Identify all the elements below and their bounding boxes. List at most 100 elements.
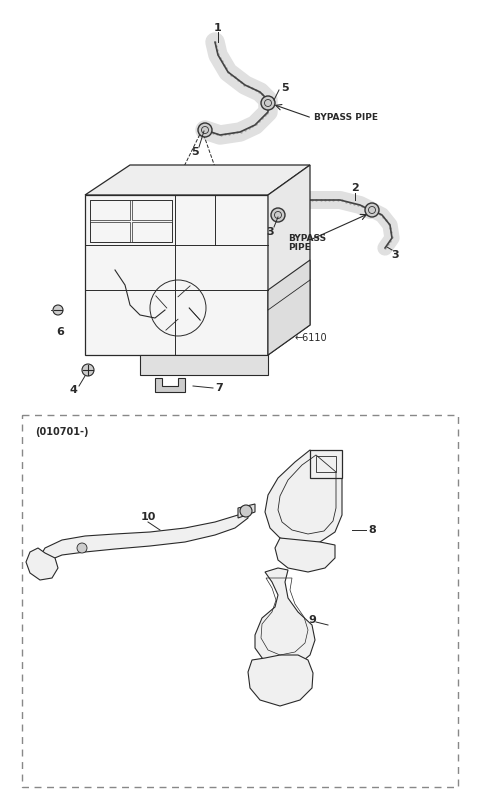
- Point: [384, 238, 391, 251]
- Circle shape: [53, 305, 63, 315]
- Point: [234, 73, 242, 86]
- Point: [296, 196, 303, 209]
- Point: [205, 125, 213, 138]
- Point: [224, 65, 232, 78]
- Point: [211, 36, 219, 48]
- Polygon shape: [268, 165, 310, 355]
- Point: [359, 199, 366, 212]
- Point: [308, 194, 316, 207]
- Point: [376, 207, 384, 220]
- Point: [264, 94, 272, 107]
- Point: [368, 203, 376, 216]
- Polygon shape: [265, 450, 342, 545]
- Text: 5: 5: [191, 147, 199, 157]
- Point: [372, 206, 380, 219]
- Polygon shape: [248, 655, 313, 706]
- Point: [259, 88, 266, 101]
- Point: [321, 194, 329, 207]
- Point: [244, 80, 252, 93]
- Circle shape: [198, 123, 212, 137]
- Circle shape: [261, 96, 275, 110]
- Point: [221, 128, 228, 140]
- Text: 2: 2: [351, 183, 359, 193]
- Point: [284, 200, 292, 213]
- Circle shape: [271, 208, 285, 222]
- Point: [325, 194, 333, 207]
- Text: 4: 4: [69, 385, 77, 395]
- Point: [362, 202, 370, 215]
- Polygon shape: [310, 450, 342, 478]
- Polygon shape: [275, 538, 335, 572]
- Point: [330, 194, 337, 207]
- Point: [338, 194, 346, 207]
- Point: [213, 44, 221, 56]
- Polygon shape: [155, 378, 185, 392]
- Text: BYPASS PIPE: BYPASS PIPE: [314, 114, 378, 123]
- Point: [385, 217, 393, 230]
- Point: [304, 194, 312, 207]
- Point: [350, 197, 358, 210]
- Point: [264, 98, 272, 111]
- Point: [212, 40, 220, 52]
- Circle shape: [240, 505, 252, 517]
- Point: [334, 194, 342, 207]
- Point: [383, 214, 390, 227]
- Point: [214, 48, 222, 61]
- Point: [240, 78, 248, 91]
- Polygon shape: [35, 508, 248, 572]
- Point: [220, 58, 228, 71]
- Text: 10: 10: [140, 512, 156, 522]
- Polygon shape: [85, 165, 310, 195]
- Text: 5: 5: [281, 83, 289, 93]
- Point: [218, 55, 226, 68]
- Polygon shape: [238, 504, 255, 518]
- Text: PIPE: PIPE: [288, 243, 311, 252]
- Polygon shape: [26, 548, 58, 580]
- Point: [249, 119, 256, 132]
- Point: [264, 106, 271, 119]
- Point: [381, 241, 389, 254]
- Point: [262, 91, 269, 104]
- Point: [233, 126, 241, 139]
- Point: [213, 128, 221, 140]
- Point: [355, 199, 362, 211]
- Point: [216, 52, 224, 65]
- Point: [217, 128, 225, 141]
- Text: 3: 3: [266, 227, 274, 237]
- Point: [388, 230, 396, 243]
- Text: 7: 7: [215, 383, 223, 393]
- Point: [312, 194, 320, 207]
- Point: [347, 196, 354, 209]
- Polygon shape: [85, 195, 268, 355]
- Point: [225, 128, 233, 140]
- Circle shape: [82, 364, 94, 376]
- Point: [261, 109, 268, 122]
- Text: ←6110: ←6110: [295, 333, 328, 343]
- Circle shape: [77, 543, 87, 553]
- Point: [300, 195, 308, 208]
- Point: [288, 199, 295, 211]
- Point: [252, 83, 259, 96]
- Point: [209, 126, 216, 139]
- Point: [281, 203, 288, 216]
- Point: [228, 68, 235, 81]
- Point: [317, 194, 324, 207]
- Point: [277, 206, 285, 219]
- Point: [366, 203, 374, 216]
- Point: [255, 86, 263, 98]
- Point: [274, 208, 282, 221]
- Point: [258, 112, 265, 125]
- Point: [201, 123, 209, 136]
- Text: 8: 8: [368, 525, 376, 535]
- Text: 9: 9: [308, 615, 316, 625]
- Point: [237, 76, 245, 89]
- Point: [248, 82, 256, 94]
- Point: [231, 70, 239, 83]
- Text: 6: 6: [56, 327, 64, 337]
- Polygon shape: [268, 260, 310, 355]
- Point: [245, 122, 252, 135]
- Text: 1: 1: [214, 23, 222, 33]
- Text: (010701-): (010701-): [35, 427, 88, 437]
- Point: [292, 197, 300, 210]
- Point: [342, 195, 350, 208]
